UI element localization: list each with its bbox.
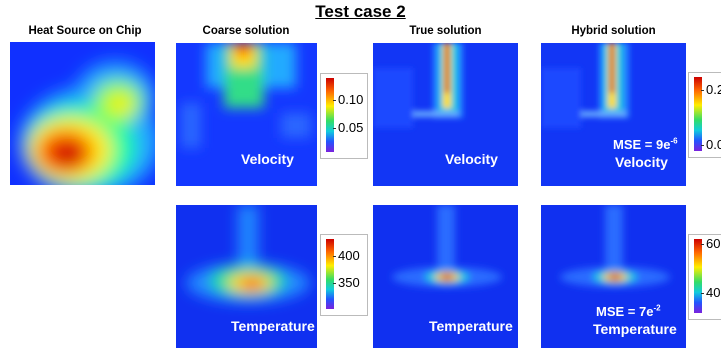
panel-label-velocity: Velocity: [445, 151, 498, 167]
panel-label-velocity: Velocity: [241, 151, 294, 167]
coarse-temperature-field: Temperature: [176, 205, 317, 348]
coarse-velocity-field: Velocity: [176, 43, 317, 186]
column-title-true: True solution: [409, 25, 482, 37]
colorbar-tick: 0.05: [332, 120, 364, 135]
heat-source-map: [10, 42, 155, 185]
colorbar-gradient: [326, 78, 334, 152]
colorbar-tick: 400: [701, 285, 721, 300]
column-title-coarse: Coarse solution: [202, 25, 290, 37]
velocity-mse: MSE = 9e-6: [613, 136, 678, 152]
hybrid-velocity-field: MSE = 9e-6 Velocity: [541, 43, 686, 186]
colorbar-tick: 0.0: [700, 137, 721, 152]
column-title-hybrid: Hybrid solution: [571, 25, 656, 37]
true-velocity-field: Velocity: [373, 43, 518, 186]
panel-label-temperature: Temperature: [231, 318, 315, 334]
colorbar-tick: 350: [333, 275, 360, 290]
colorbar-gradient: [694, 77, 702, 151]
page-title: Test case 2: [315, 2, 406, 21]
colorbar-gradient: [694, 239, 702, 313]
true-temperature-field: Temperature: [373, 205, 518, 348]
panel-label-temperature: Temperature: [593, 321, 677, 337]
hybrid-temperature-field: MSE = 7e-2 Temperature: [541, 205, 686, 348]
colorbar-gradient: [326, 239, 334, 309]
colorbar-coarse-temperature: 400 350: [320, 234, 368, 316]
panel-label-velocity: Velocity: [615, 154, 668, 170]
colorbar-hybrid-velocity: 0.2 0.0: [688, 72, 721, 158]
colorbar-hybrid-temperature: 600 400: [688, 234, 721, 320]
colorbar-tick: 0.2: [700, 82, 721, 97]
colorbar-coarse-velocity: 0.10 0.05: [320, 73, 368, 159]
temperature-mse: MSE = 7e-2: [596, 303, 661, 319]
panel-label-temperature: Temperature: [429, 318, 513, 334]
colorbar-tick: 400: [333, 248, 360, 263]
column-title-heat-source: Heat Source on Chip: [28, 25, 142, 37]
colorbar-tick: 0.10: [332, 92, 364, 107]
colorbar-tick: 600: [701, 236, 721, 251]
